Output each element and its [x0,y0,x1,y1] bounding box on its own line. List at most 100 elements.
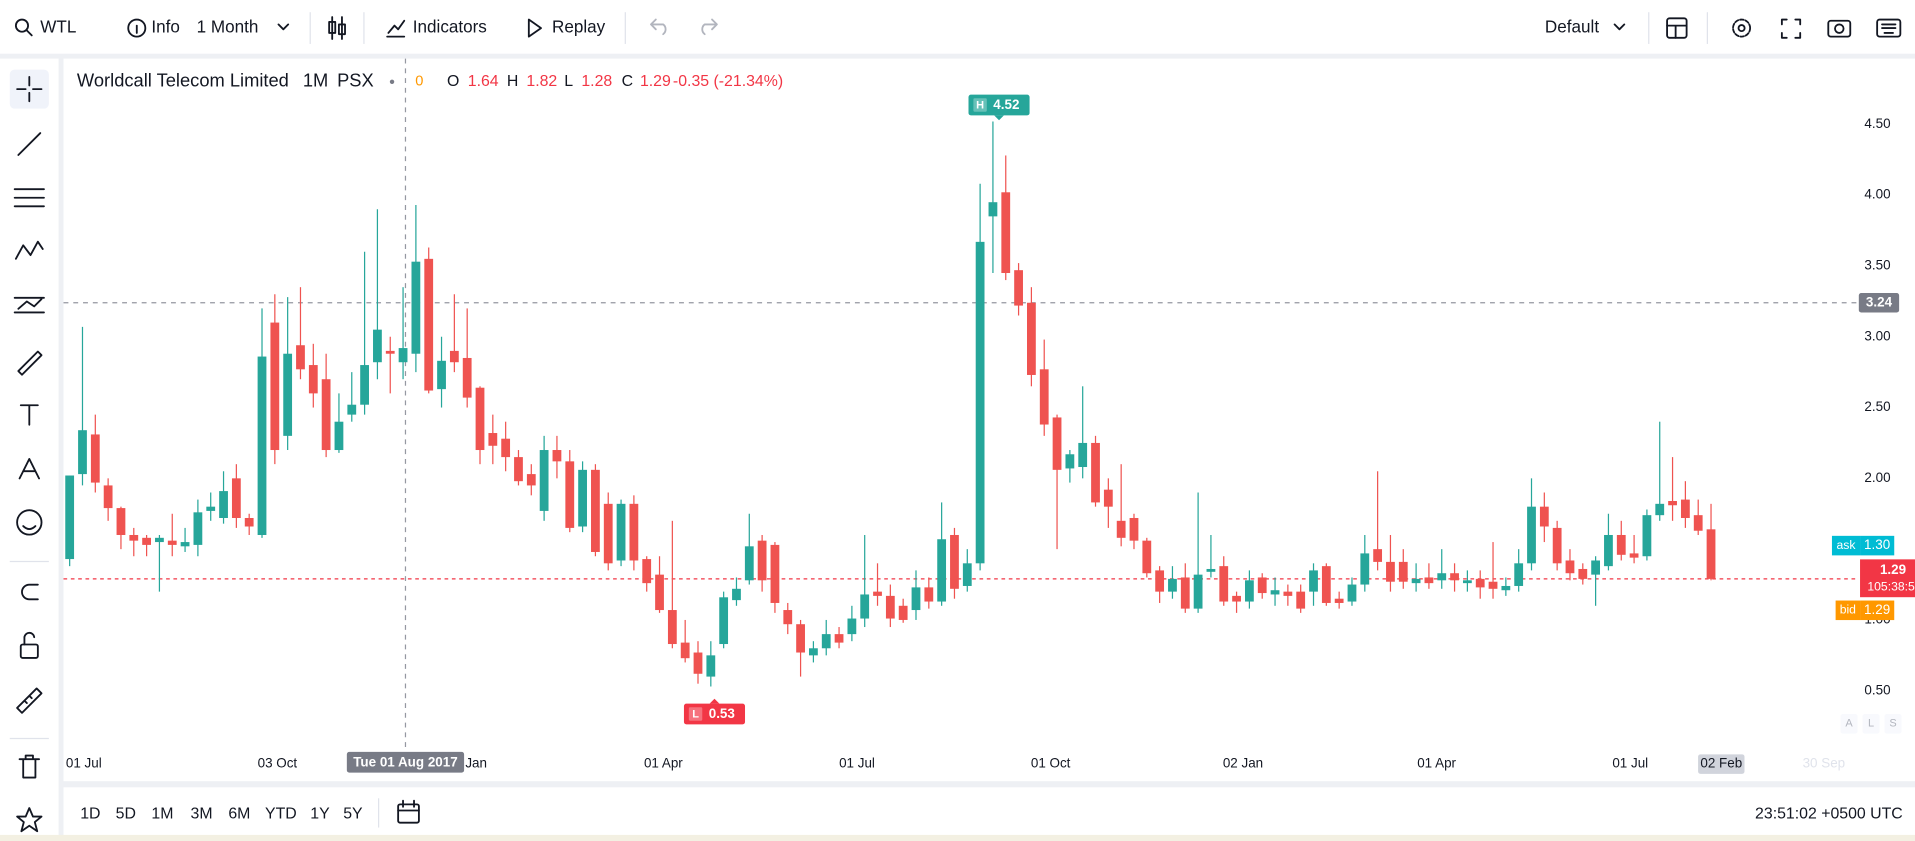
prediction-tool[interactable] [13,296,45,314]
crosshair-tool[interactable] [16,75,43,103]
body [783,610,793,625]
text-tool[interactable] [19,404,39,426]
low-marker-tag-bg [688,707,703,721]
body [667,610,677,645]
candle [488,414,498,465]
body [1155,570,1165,592]
candle [103,478,113,521]
range-button[interactable]: 6M [228,805,250,822]
candle [398,287,408,380]
candle [270,294,280,465]
delete-tool[interactable] [18,754,40,779]
candle [1014,263,1023,316]
undo-icon[interactable] [650,18,667,36]
scale-button[interactable] [1840,714,1858,734]
range-button[interactable]: 5Y [343,805,363,822]
x-tick-label: Jan [465,756,487,771]
settings-button[interactable] [1732,18,1752,38]
body [693,652,703,674]
candle [1334,591,1344,609]
body [732,588,741,601]
chart-exchange: PSX [337,70,374,91]
replay-button[interactable]: Replay [527,18,606,38]
bid-price-box [1860,600,1895,621]
interval-label: 1 Month [197,18,259,37]
body [1180,577,1190,609]
ask-tag-box [1831,535,1861,556]
y-tick-label: 2.50 [1864,399,1890,414]
body [1552,527,1562,564]
candle [1155,566,1165,603]
indicators-label: Indicators [413,18,487,37]
body [142,537,151,545]
candle [1257,573,1267,599]
indicators-button[interactable]: Indicators [386,18,487,38]
body [950,534,959,589]
pattern-tool[interactable] [14,240,44,260]
body [514,457,523,482]
candle [1116,464,1126,547]
candle [1193,492,1203,613]
candle [308,343,318,408]
legend-high-label: H [507,73,518,90]
body [180,542,190,547]
body [1232,595,1241,602]
range-button[interactable]: 1Y [310,805,330,822]
layout-grid-button[interactable] [1666,17,1688,39]
info-button[interactable]: Info [127,18,180,38]
candle [1706,503,1716,581]
body [1296,591,1306,609]
brush-tool[interactable] [17,350,43,376]
body [937,539,947,602]
range-button[interactable]: 3M [190,805,212,822]
emoji-tool[interactable] [16,509,43,536]
body [1360,553,1370,585]
chart-type-button[interactable] [328,16,346,40]
lock-icon [23,631,36,646]
candle [1283,584,1293,606]
body [206,506,216,511]
magnet-tool[interactable] [21,583,39,601]
candle [770,542,780,613]
y-tick-label: 2.00 [1864,470,1890,485]
candle [1578,563,1588,585]
candle [526,464,536,496]
gear-icon [1737,24,1746,33]
fib-tool[interactable] [13,188,45,208]
annotation-tool[interactable] [18,458,40,480]
x-tick-highlight [1698,754,1745,774]
keyboard-button[interactable] [1876,18,1902,38]
fullscreen-icon[interactable] [1780,18,1802,39]
range-button[interactable]: 1D [80,805,100,822]
body [642,559,652,584]
camera-icon [1827,19,1852,38]
range-button[interactable]: 5D [116,805,136,822]
candle [1668,457,1677,521]
body [1283,591,1293,596]
lock-tool[interactable] [19,631,39,659]
range-button[interactable]: YTD [265,805,297,822]
date-range-button[interactable] [397,799,420,824]
legend-open-label: O [447,73,459,90]
symbol-search[interactable]: WTL [14,18,76,37]
candle [116,506,126,550]
left-toolbar [0,58,59,841]
ruler-tool[interactable] [16,687,43,714]
scale-button[interactable] [1862,714,1880,734]
legend-status: 0 [415,74,423,90]
body [231,478,241,518]
favorites-tool[interactable] [16,807,43,833]
body [488,433,498,446]
trend-line-tool[interactable] [17,132,42,156]
body [1129,517,1139,541]
candle [1103,478,1113,528]
scale-button[interactable] [1884,714,1902,734]
candle [206,492,216,521]
screenshot-button[interactable] [1827,19,1852,38]
layout-button[interactable]: Default [1545,18,1626,37]
high-marker-box [968,94,1030,116]
interval-button[interactable]: 1 Month [197,18,290,37]
body [1642,515,1652,557]
redo-icon[interactable] [701,18,718,36]
range-button[interactable]: 1M [151,805,173,822]
